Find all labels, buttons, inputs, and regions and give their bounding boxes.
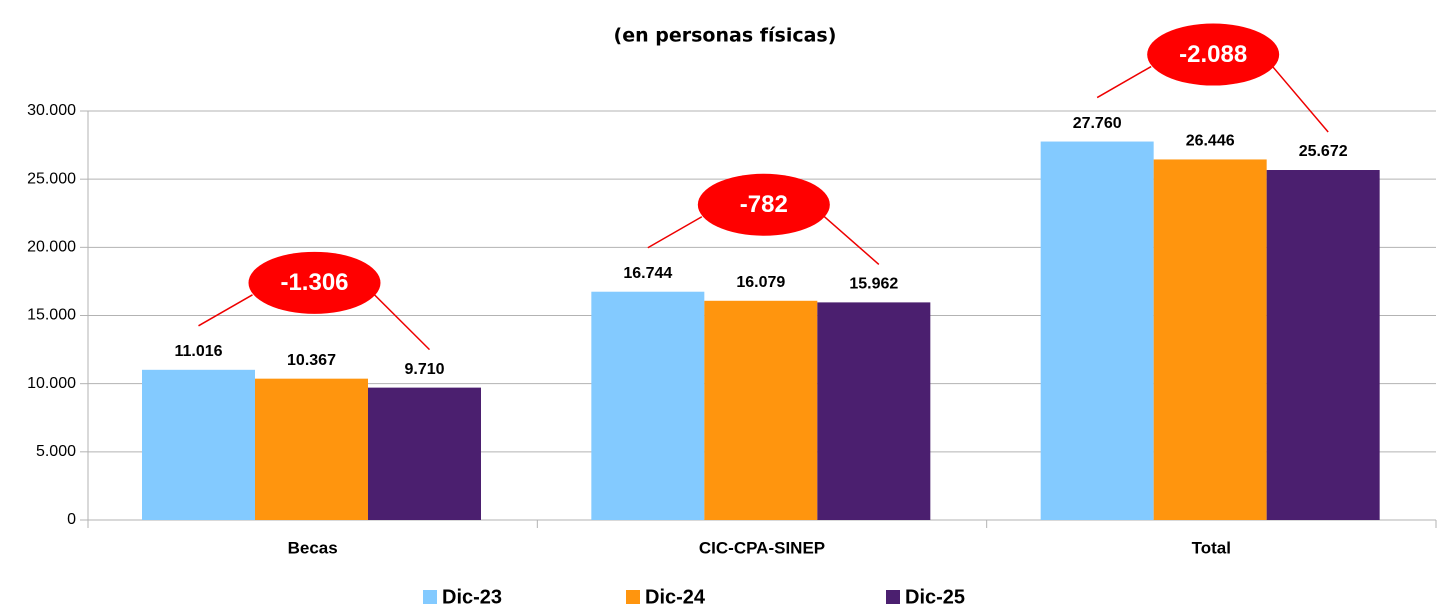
value-label: 15.962 xyxy=(849,276,898,293)
bar xyxy=(591,291,705,520)
y-tick-label: 20.000 xyxy=(27,239,76,256)
legend-label: Dic-24 xyxy=(645,586,706,608)
annotation-line xyxy=(1268,62,1329,133)
annotation-line xyxy=(369,290,431,351)
annotation-bubble xyxy=(248,251,381,314)
legend-label: Dic-23 xyxy=(442,586,502,608)
value-label: 10.367 xyxy=(287,352,336,369)
y-tick-label: 0 xyxy=(67,511,76,528)
legend-swatch xyxy=(626,590,640,604)
value-label: 25.672 xyxy=(1299,143,1348,160)
y-tick-label: 10.000 xyxy=(27,375,76,392)
chart-title: (en personas físicas) xyxy=(614,25,837,47)
x-tick-label: Total xyxy=(1192,538,1231,557)
bar xyxy=(368,387,481,520)
annotation-text: -2.088 xyxy=(1179,41,1247,68)
x-tick-label: CIC-CPA-SINEP xyxy=(699,538,825,557)
legend-swatch xyxy=(886,590,900,604)
annotation-line xyxy=(198,294,253,327)
x-tick-label: Becas xyxy=(288,538,338,557)
annotation-text: -782 xyxy=(740,191,788,218)
value-label: 9.710 xyxy=(404,361,444,378)
annotation-text: -1.306 xyxy=(280,269,348,296)
annotation-bubble xyxy=(697,173,830,236)
legend-swatch xyxy=(423,590,437,604)
y-tick-label: 5.000 xyxy=(36,443,76,460)
value-label: 27.760 xyxy=(1073,115,1122,132)
y-tick-label: 25.000 xyxy=(27,170,76,187)
bar xyxy=(1153,159,1267,520)
value-label: 26.446 xyxy=(1186,133,1235,150)
value-label: 11.016 xyxy=(174,343,222,360)
bar xyxy=(1266,170,1380,520)
value-label: 16.079 xyxy=(736,274,785,291)
value-label: 16.744 xyxy=(623,265,672,282)
bar xyxy=(817,302,931,520)
bar xyxy=(142,369,255,520)
annotation-line xyxy=(819,212,880,265)
annotation-line xyxy=(1096,65,1152,99)
legend-label: Dic-25 xyxy=(905,586,965,608)
y-tick-label: 15.000 xyxy=(27,307,76,324)
annotation-bubble xyxy=(1147,23,1280,86)
y-tick-label: 30.000 xyxy=(27,102,76,119)
bar xyxy=(255,378,368,520)
annotation-line xyxy=(647,216,703,249)
bar xyxy=(704,300,818,520)
bar xyxy=(1040,141,1154,520)
